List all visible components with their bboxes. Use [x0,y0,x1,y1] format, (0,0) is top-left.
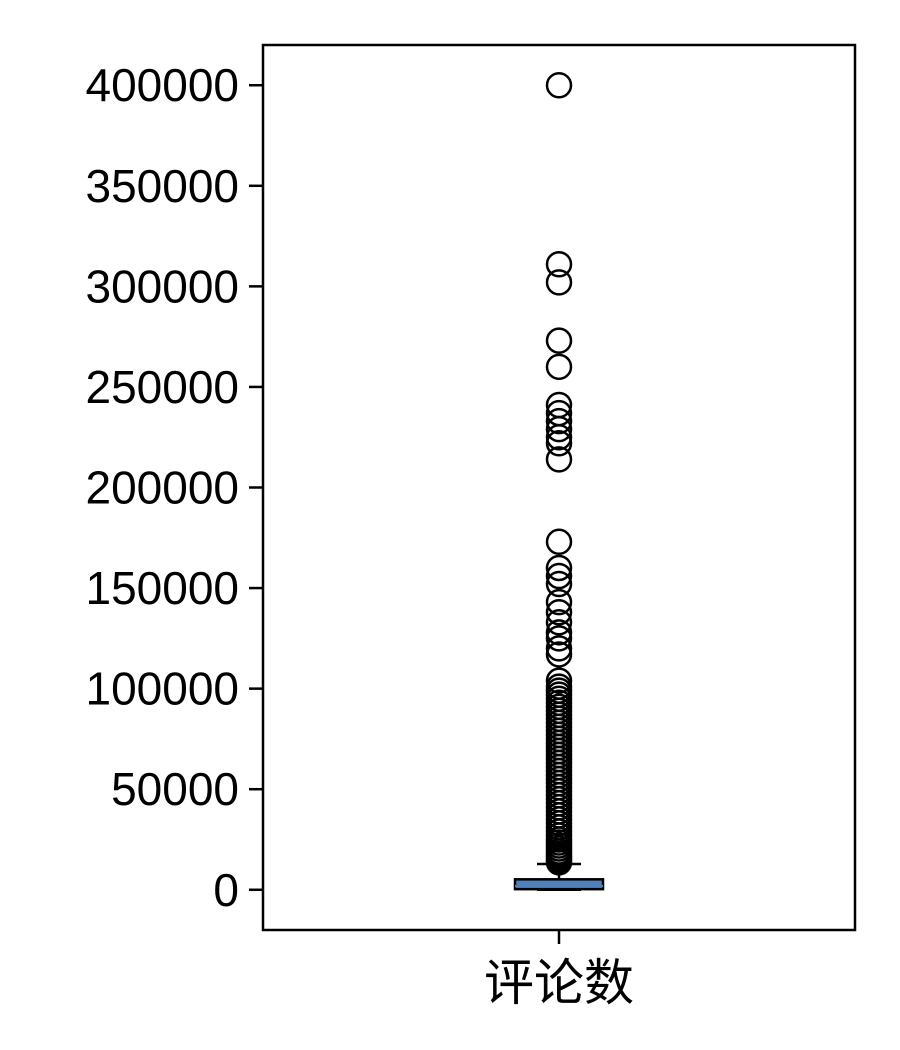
outlier-point [545,430,573,457]
x-axis-category-labels: 评论数 [484,930,634,1012]
y-tick-label: 100000 [86,663,240,715]
y-tick-label: 0 [213,864,239,916]
outlier-point [545,353,573,381]
y-tick-label: 350000 [86,160,240,212]
outlier-point [545,635,573,662]
outlier-point [545,562,573,590]
outlier-point [545,71,573,99]
y-tick-label: 200000 [86,462,240,514]
y-tick-label: 250000 [86,361,240,413]
y-tick-label: 300000 [86,260,240,312]
box-group [513,878,605,891]
outlier-point [545,250,573,278]
outlier-point [545,641,573,668]
outlier-point [545,609,573,636]
outlier-point [545,588,573,616]
y-axis-ticks: 0 50000 100000 150000 200000 250000 300000 3500… [86,59,263,916]
outlier-point [545,327,573,354]
outlier-point [545,415,573,443]
outlier-point [545,570,573,598]
outlier-point [545,528,573,556]
outlier-point [545,625,573,652]
y-tick-label: 150000 [86,562,240,614]
outlier-point [545,598,573,626]
outlier-point [545,554,573,582]
outlier-point [545,407,573,435]
outlier-point [545,423,573,451]
outlier-point [545,446,573,473]
outlier-point [545,667,573,694]
y-tick-label: 50000 [111,763,239,815]
y-tick-label: 400000 [86,59,240,111]
outlier-points [545,71,573,876]
outlier-point [545,269,573,296]
outlier-point [545,849,573,876]
outlier-point [545,619,573,646]
box-iqr [513,878,605,891]
x-category-label: 评论数 [484,954,634,1012]
